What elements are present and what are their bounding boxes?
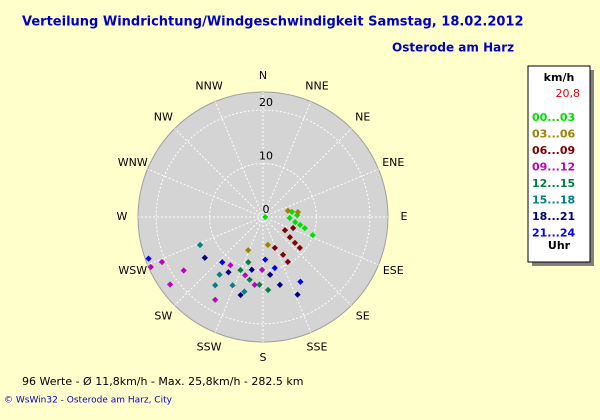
r-tick-label: 10	[259, 150, 273, 163]
legend-entry: 15...18	[532, 194, 575, 207]
data-point	[201, 254, 208, 261]
direction-label: WSW	[118, 264, 147, 277]
data-point	[246, 276, 253, 283]
data-point	[297, 278, 304, 285]
direction-label: SW	[154, 310, 172, 323]
credit: © WsWin32 - Osterode am Harz, City	[4, 396, 173, 406]
spoke	[147, 168, 264, 218]
direction-label: NE	[355, 110, 370, 123]
direction-label: E	[401, 210, 408, 223]
data-point	[271, 264, 278, 272]
direction-label: SSE	[306, 340, 327, 353]
data-point	[216, 271, 223, 278]
direction-label: ENE	[382, 156, 404, 169]
data-point	[291, 239, 299, 246]
legend-box	[527, 65, 591, 263]
direction-label: ESE	[383, 264, 404, 277]
r-tick-label: 20	[259, 96, 273, 109]
direction-label: WNW	[118, 156, 148, 169]
direction-label: SE	[356, 310, 370, 323]
legend-entry: 03...06	[532, 128, 575, 141]
legend-entry: 06...09	[532, 144, 575, 157]
legend-entry: 09...12	[532, 161, 575, 174]
data-point	[256, 281, 263, 288]
direction-label: N	[259, 69, 267, 82]
footer: 96 Werte - Ø 11,8km/h - Max. 25,8km/h - …	[22, 375, 303, 388]
data-point	[237, 266, 244, 274]
legend-value: 20,8	[556, 87, 581, 100]
direction-label: S	[260, 351, 267, 364]
data-point	[248, 266, 255, 273]
data-point	[258, 266, 266, 273]
spoke	[262, 168, 379, 218]
spoke	[214, 101, 264, 218]
data-point	[262, 256, 269, 263]
grid-ring	[155, 109, 371, 325]
chart-title: Verteilung Windrichtung/Windgeschwindigk…	[22, 15, 524, 30]
chart-subtitle: Osterode am Harz	[392, 41, 514, 55]
data-point	[266, 271, 274, 278]
legend-entry: 21...24	[532, 227, 575, 240]
spoke	[262, 216, 379, 266]
data-point	[145, 255, 152, 262]
data-point	[276, 281, 284, 289]
data-point	[294, 208, 302, 216]
legend-entry: 12...15	[532, 177, 575, 190]
spoke	[147, 216, 264, 266]
legend-footer: Uhr	[548, 239, 571, 252]
r-tick-label: 0	[263, 203, 270, 216]
data-point	[294, 291, 301, 298]
data-point	[264, 286, 272, 294]
legend-title: km/h	[544, 71, 575, 84]
spoke	[214, 216, 264, 333]
spoke	[174, 128, 264, 218]
direction-label: NNW	[195, 80, 222, 93]
direction-label: NW	[154, 110, 173, 123]
data-point	[196, 241, 204, 249]
data-point	[290, 224, 297, 232]
direction-label: SSW	[197, 340, 222, 353]
spoke	[262, 128, 352, 218]
legend-entry: 18...21	[532, 210, 575, 223]
spoke	[262, 101, 312, 218]
direction-label: W	[117, 210, 128, 223]
direction-label: NNE	[305, 80, 328, 93]
legend-entry: 00...03	[532, 111, 575, 124]
spoke	[262, 216, 312, 333]
data-point	[245, 247, 252, 254]
spoke	[174, 216, 264, 306]
spoke	[262, 216, 352, 306]
grid-ring	[209, 163, 317, 271]
data-point	[284, 258, 291, 265]
